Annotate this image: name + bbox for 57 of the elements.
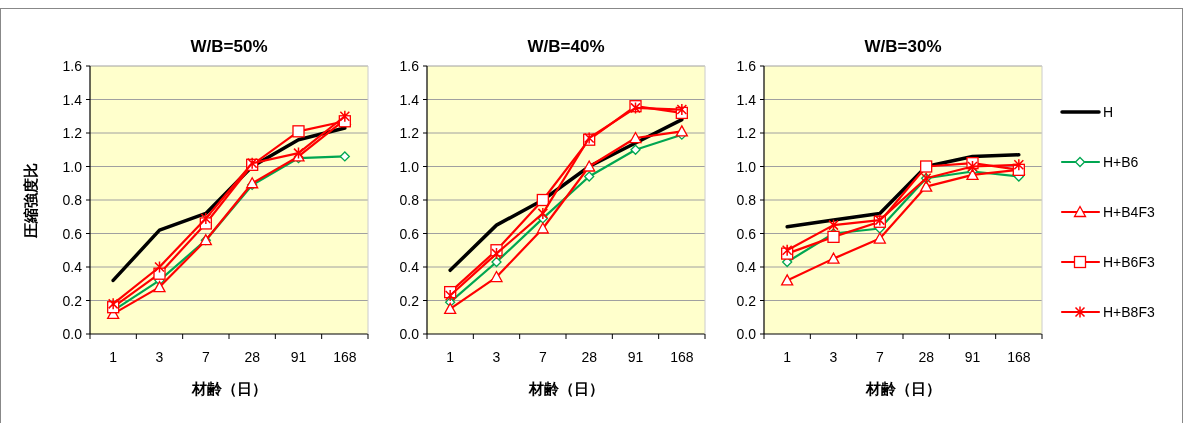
x-tick-label: 7: [875, 349, 884, 365]
y-tick-label: 0.6: [736, 225, 757, 242]
y-tick-label: 1.4: [399, 91, 420, 108]
y-tick-label: 1.4: [736, 91, 757, 108]
y-tick-label: 0.2: [62, 292, 83, 309]
x-tick-label: 1: [446, 349, 455, 365]
y-tick-label: 1.6: [736, 58, 757, 74]
x-tick-label: 28: [581, 349, 598, 365]
y-tick-label: 0.4: [62, 259, 83, 275]
x-tick-label: 168: [670, 349, 694, 365]
y-tick-label: 1.2: [62, 125, 83, 141]
chart-title: W/B=30%: [864, 37, 942, 56]
x-tick-label: 91: [290, 349, 307, 365]
y-tick-label: 0.6: [399, 225, 420, 242]
legend-label: H+B4F3: [1103, 204, 1155, 220]
y-tick-label: 1.0: [62, 158, 83, 175]
y-tick-label: 0.8: [399, 192, 420, 208]
y-tick-label: 0.2: [736, 292, 757, 309]
chart-title: W/B=40%: [527, 37, 605, 56]
y-tick-label: 1.2: [399, 125, 420, 141]
chart-title: W/B=50%: [190, 37, 268, 56]
y-tick-label: 1.0: [399, 158, 420, 175]
x-axis-title: 材齢（日）: [527, 380, 604, 397]
legend-label: H+B6F3: [1103, 254, 1155, 270]
x-tick-label: 3: [492, 349, 501, 365]
x-tick-label: 28: [918, 349, 935, 365]
y-tick-label: 1.6: [399, 58, 420, 74]
x-tick-label: 168: [333, 349, 357, 365]
legend-label: H+B8F3: [1103, 304, 1155, 320]
x-tick-label: 3: [155, 349, 164, 365]
y-tick-label: 0.6: [62, 225, 83, 242]
y-tick-label: 0.4: [736, 259, 757, 275]
y-tick-label: 0.8: [736, 192, 757, 208]
y-tick-label: 1.6: [62, 58, 83, 74]
y-tick-label: 0.0: [736, 326, 757, 342]
x-tick-label: 1: [109, 349, 118, 365]
x-tick-label: 1: [783, 349, 792, 365]
y-tick-label: 1.2: [736, 125, 757, 141]
y-tick-label: 0.0: [399, 326, 420, 342]
x-tick-label: 3: [829, 349, 838, 365]
y-tick-label: 0.2: [399, 292, 420, 309]
y-tick-label: 1.0: [736, 158, 757, 175]
legend-label: H+B6: [1103, 154, 1139, 170]
x-tick-label: 28: [244, 349, 261, 365]
y-tick-label: 0.0: [62, 326, 83, 342]
legend-label: H: [1103, 104, 1114, 120]
x-axis-title: 材齢（日）: [190, 380, 267, 397]
x-tick-label: 91: [964, 349, 981, 365]
y-tick-label: 1.4: [62, 91, 83, 108]
y-axis-title: 圧縮強度比: [22, 162, 39, 239]
x-tick-label: 91: [627, 349, 644, 365]
y-tick-label: 0.8: [62, 192, 83, 208]
x-tick-label: 7: [538, 349, 547, 365]
x-tick-label: 7: [201, 349, 210, 365]
x-tick-label: 168: [1007, 349, 1031, 365]
y-tick-label: 0.4: [399, 259, 420, 275]
x-axis-title: 材齢（日）: [864, 380, 941, 397]
